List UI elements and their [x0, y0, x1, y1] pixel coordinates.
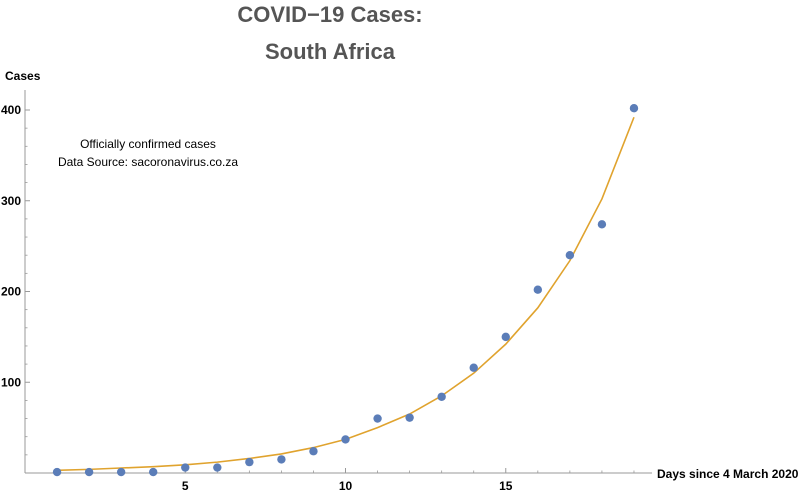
data-point [116, 467, 126, 477]
fit-line [57, 116, 635, 472]
data-point [565, 251, 575, 260]
data-point [149, 467, 158, 477]
data-point [181, 463, 190, 472]
data-point [341, 435, 350, 444]
data-point [629, 103, 639, 113]
x-axis-label: Days since 4 March 2020 [657, 467, 799, 481]
x-tick-label: 10 [339, 479, 353, 493]
chart-subtitle: South Africa [265, 39, 396, 64]
x-tick-label: 15 [499, 479, 513, 493]
annotation-confirmed-cases: Officially confirmed cases [80, 137, 216, 151]
axes: 5 10 15 100 200 300 400 [1, 90, 652, 493]
data-point [533, 285, 543, 294]
data-point [405, 413, 414, 422]
fit-line-layer [57, 116, 635, 472]
y-tick-label: 200 [1, 285, 21, 299]
y-axis-label: Cases [5, 69, 41, 83]
chart-title: COVID−19 Cases: [237, 2, 422, 27]
y-tick-label: 400 [1, 103, 21, 117]
data-point [213, 463, 222, 472]
data-point [277, 455, 286, 464]
data-point [245, 457, 254, 467]
data-point [597, 220, 607, 229]
data-point [84, 467, 94, 477]
data-point [373, 414, 382, 423]
x-tick-label: 5 [182, 479, 189, 493]
data-point [52, 467, 62, 477]
y-tick-label: 300 [1, 194, 21, 208]
data-point [437, 392, 446, 401]
data-point [309, 447, 318, 456]
data-points-layer [52, 103, 639, 477]
annotation-data-source: Data Source: sacoronavirus.co.za [58, 155, 238, 169]
data-point [501, 332, 510, 342]
y-tick-label: 100 [1, 375, 21, 389]
data-point [469, 363, 478, 372]
